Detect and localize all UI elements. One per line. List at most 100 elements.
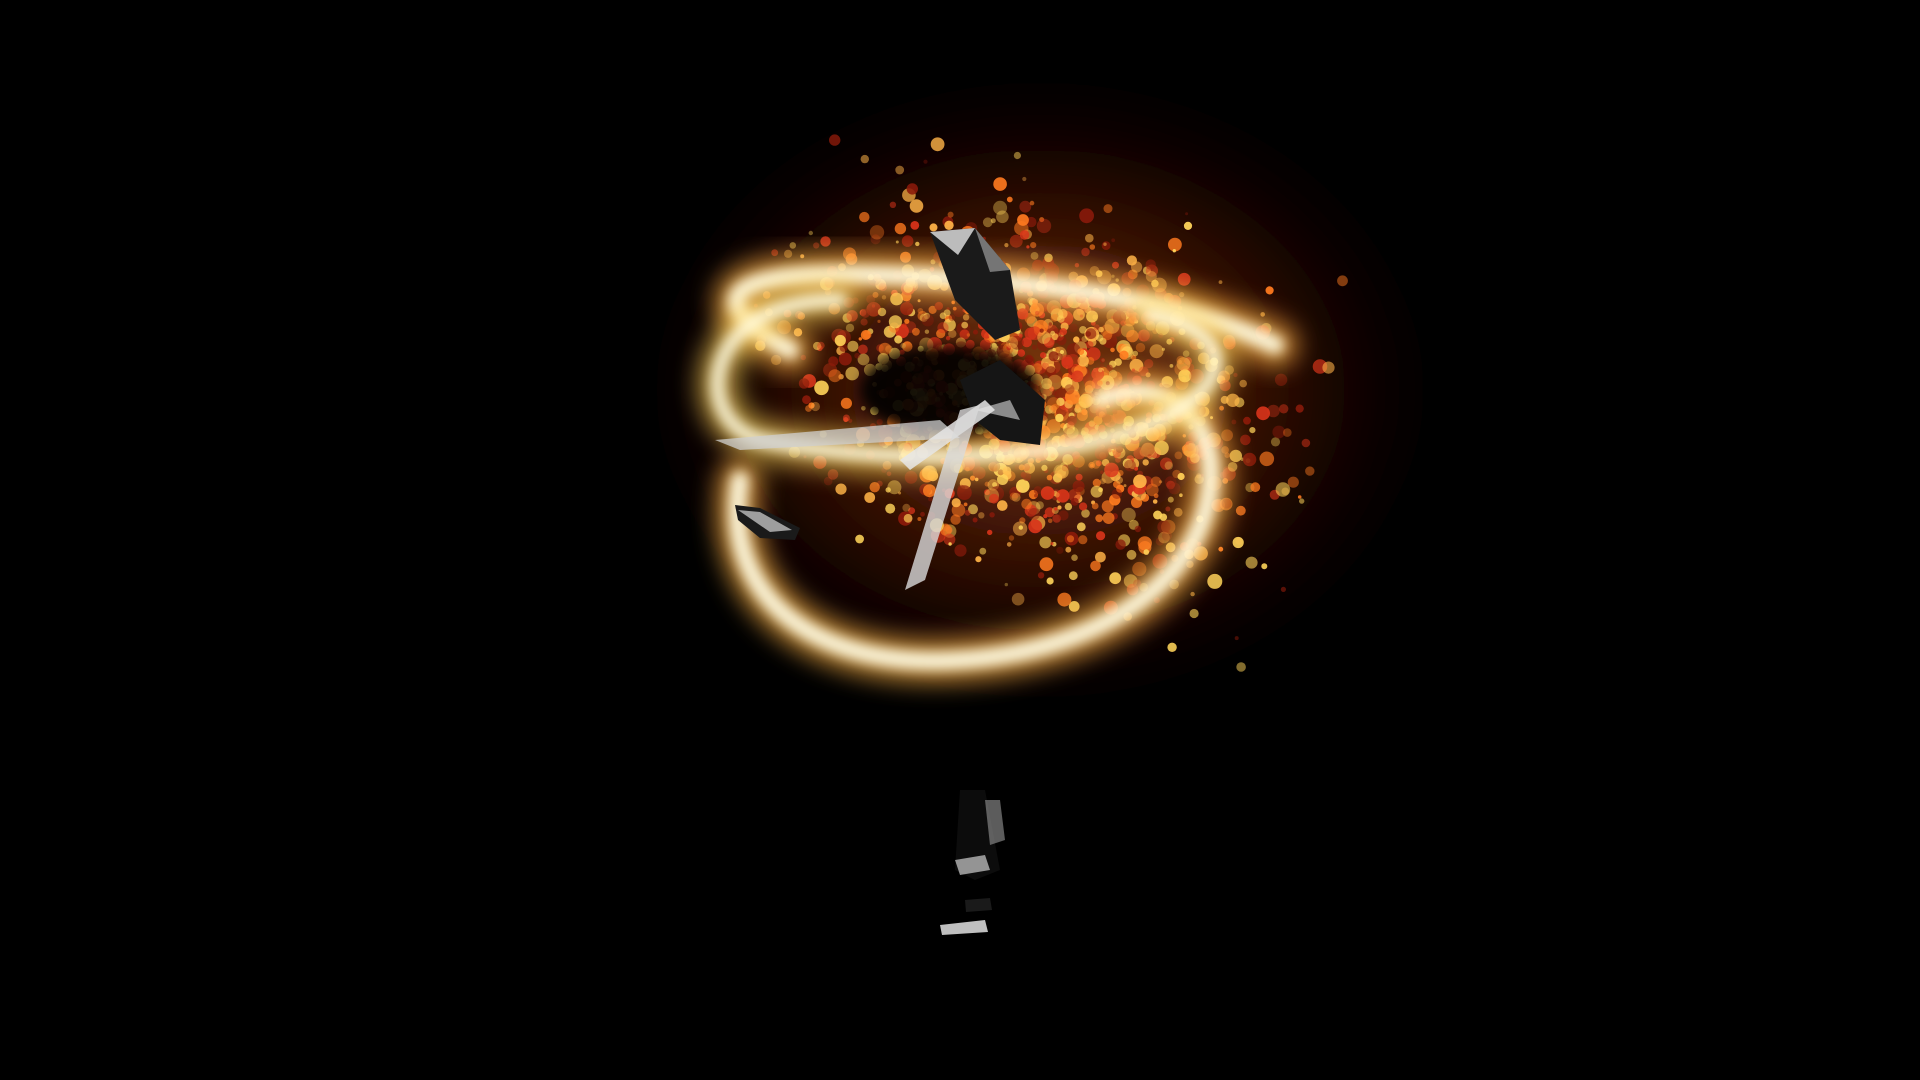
- ember-particle: [1030, 242, 1037, 249]
- ember-particle: [1056, 489, 1070, 503]
- ember-particle: [924, 329, 930, 334]
- ember-particle: [1142, 459, 1149, 466]
- ember-particle: [961, 321, 969, 329]
- ember-particle: [993, 200, 1008, 215]
- ember-particle: [866, 302, 881, 317]
- ember-particle: [1046, 474, 1053, 481]
- ember-particle: [1064, 502, 1073, 511]
- ember-particle: [805, 405, 812, 412]
- ember-particle: [1028, 519, 1043, 534]
- ember-particle: [835, 483, 847, 495]
- ember-particle: [962, 314, 970, 321]
- ember-particle: [1236, 662, 1246, 672]
- ember-particle: [964, 509, 971, 516]
- ember-particle: [1115, 539, 1126, 550]
- ember-particle: [1164, 461, 1174, 470]
- ember-particle: [1183, 221, 1193, 230]
- ember-particle: [1037, 572, 1045, 579]
- ember-particle: [813, 242, 820, 249]
- ember-particle: [1233, 372, 1238, 378]
- ember-particle: [929, 223, 938, 232]
- ember-particle: [1050, 542, 1054, 546]
- ember-particle: [944, 220, 954, 230]
- ember-particle: [978, 512, 985, 519]
- ember-particle: [1026, 245, 1030, 249]
- ember-particle: [1287, 476, 1299, 488]
- ember-particle: [1075, 473, 1083, 481]
- ember-particle: [1047, 374, 1063, 390]
- ember-particle: [847, 340, 859, 352]
- ember-particle: [1061, 354, 1073, 366]
- ember-particle: [1265, 286, 1274, 295]
- ember-particle: [1065, 390, 1081, 405]
- ember-particle: [1047, 397, 1061, 411]
- ember-particle: [1050, 330, 1056, 336]
- ember-particle: [1039, 217, 1045, 223]
- ember-particle: [1051, 390, 1057, 396]
- ember-particle: [990, 218, 996, 224]
- ember-particle: [1259, 451, 1275, 467]
- ember-particle: [1017, 214, 1029, 226]
- ember-particle: [1100, 357, 1106, 363]
- ember-particle: [904, 318, 910, 324]
- ember-particle: [1226, 393, 1240, 407]
- ember-particle: [1074, 263, 1080, 268]
- ember-particle: [813, 341, 822, 351]
- ember-particle: [993, 177, 1007, 191]
- ember-particle: [943, 533, 956, 546]
- ember-particle: [1091, 460, 1101, 469]
- ember-particle: [1043, 514, 1048, 519]
- ember-particle: [1176, 355, 1186, 365]
- ember-particle: [1068, 571, 1078, 581]
- ember-particle: [1110, 347, 1115, 353]
- ember-particle: [1297, 495, 1302, 499]
- ember-particle: [1099, 478, 1106, 485]
- ember-particle: [919, 313, 928, 322]
- ember-particle: [861, 406, 866, 411]
- ember-particle: [955, 337, 967, 348]
- ember-particle: [1009, 492, 1018, 501]
- ember-particle: [1160, 457, 1173, 470]
- ember-particle: [1280, 408, 1285, 413]
- ember-particle: [845, 366, 859, 381]
- ember-particle: [950, 514, 961, 525]
- ember-particle: [1035, 501, 1044, 510]
- ember-particle: [1102, 330, 1113, 341]
- ember-particle: [1006, 542, 1012, 547]
- ember-particle: [843, 417, 849, 423]
- spinning-figure: [715, 228, 1045, 935]
- ember-particle: [1109, 572, 1122, 585]
- ember-particle: [1144, 359, 1154, 369]
- ember-particle: [864, 492, 876, 503]
- ember-particle: [1270, 437, 1281, 447]
- ember-particle: [1090, 463, 1094, 468]
- ember-particle: [1103, 242, 1107, 246]
- ember-particle: [1123, 484, 1127, 488]
- ember-particle: [996, 210, 1009, 224]
- ember-particle: [1155, 537, 1165, 546]
- ember-particle: [930, 137, 945, 152]
- ember-particle: [1182, 350, 1190, 358]
- ember-particle: [948, 542, 952, 546]
- ember-particle: [895, 240, 899, 244]
- ember-particle: [1245, 556, 1258, 569]
- ember-particle: [1154, 440, 1169, 456]
- ember-particle: [982, 217, 993, 228]
- ember-particle: [901, 235, 914, 247]
- ember-particle: [1022, 176, 1027, 182]
- ember-particle: [1005, 336, 1019, 349]
- ember-particle: [1085, 328, 1097, 340]
- ember-particle: [1283, 428, 1292, 437]
- ember-particle: [1169, 364, 1174, 368]
- ember-particle: [1090, 560, 1101, 572]
- ember-particle: [1274, 373, 1288, 386]
- ember-particle: [1111, 488, 1123, 499]
- ember-particle: [1172, 249, 1177, 253]
- ember-particle: [1115, 476, 1123, 484]
- ember-particle: [921, 314, 934, 327]
- ember-particle: [1054, 507, 1058, 511]
- ember-particle: [1121, 507, 1136, 522]
- ember-particle: [1133, 474, 1147, 489]
